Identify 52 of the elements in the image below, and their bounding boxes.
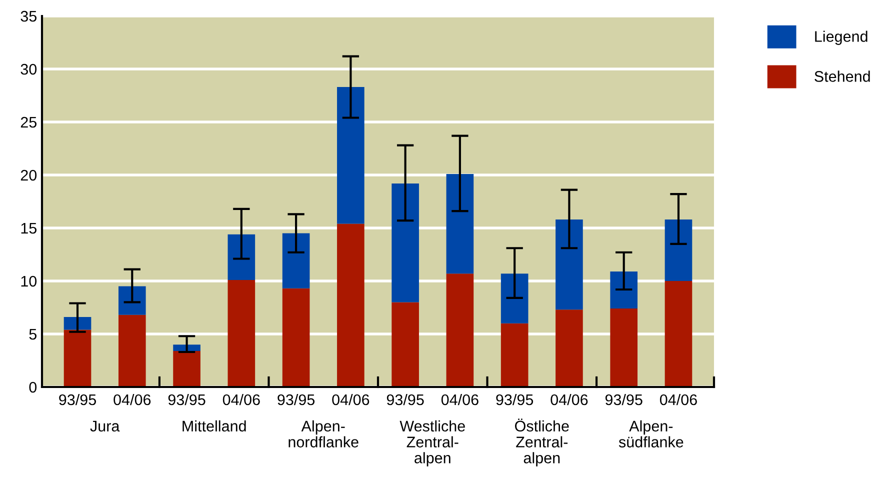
bar [500,274,528,324]
y-tick-label: 35 [20,10,36,22]
bar [556,310,583,387]
text: Jura [90,420,120,432]
y-tick-label: 25 [20,116,36,128]
text: Mittelland [182,420,246,432]
x-tick-label: 93/95 [496,394,534,406]
y-tick-label: 20 [20,170,37,181]
bar [556,220,583,310]
x-tick-label: 04/06 [222,394,260,406]
x-tick-label: 93/95 [278,394,315,406]
bar [610,271,638,309]
bar [64,330,92,387]
x-tick-label: 04/06 [114,394,151,406]
bar [664,281,692,387]
legend-label: Liegend [815,30,868,45]
text: Alpen- nordflanke [288,420,358,448]
bar [337,224,364,387]
bar [64,317,92,330]
bar [173,350,200,387]
x-tick-label: 04/06 [550,394,588,406]
bar [500,323,528,387]
x-tick-label: 04/06 [660,394,697,406]
bar [173,344,200,351]
bar [337,87,364,224]
bar [282,233,310,288]
y-tick-label: 0 [29,382,37,393]
bar [118,286,146,315]
text: Westliche Zentral- alpen [400,420,465,466]
y-tick-label: 30 [20,64,37,75]
y-tick-label: 5 [29,329,36,340]
bar [392,302,419,387]
bar [228,234,256,280]
y-tick-label: 10 [21,276,37,287]
text: Alpen- südflanke [618,420,684,448]
x-tick-label: 93/95 [386,394,424,406]
bar [664,220,692,281]
x-tick-label: 93/95 [59,394,96,406]
bar [392,183,419,302]
x-tick-label: 93/95 [168,394,206,406]
x-tick-label: 04/06 [332,394,370,406]
bar [446,274,474,387]
bar [282,288,310,387]
x-tick-label: 93/95 [605,394,642,406]
bar [118,314,146,387]
bar [228,280,256,387]
x-tick-label: 04/06 [441,394,478,406]
legend-label: Stehend [814,70,870,82]
bar [610,308,638,387]
text: Östliche Zentral- alpen [515,418,569,466]
y-tick-label: 15 [21,223,36,234]
bar [446,174,474,274]
